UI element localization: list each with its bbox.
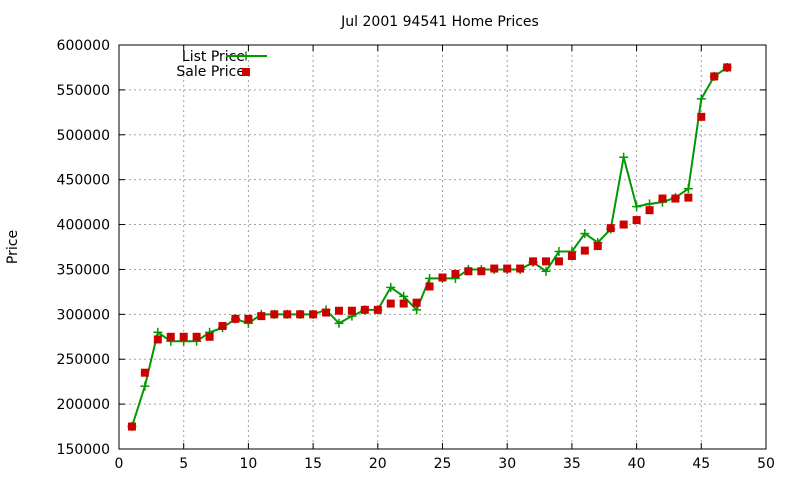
x-tick-label: 35 <box>563 456 581 472</box>
data-point-sale-price <box>166 332 175 341</box>
data-point-sale-price <box>153 335 162 344</box>
data-point-list-price <box>541 266 551 276</box>
y-tick-label: 550000 <box>57 83 110 99</box>
data-point-sale-price <box>503 264 512 273</box>
data-point-sale-price <box>322 308 331 317</box>
x-tick-label: 10 <box>239 456 257 472</box>
y-tick-label: 400000 <box>57 218 110 234</box>
x-tick-label: 25 <box>434 456 452 472</box>
data-point-sale-price <box>399 299 408 308</box>
data-point-sale-price <box>490 264 499 273</box>
y-tick-label: 300000 <box>57 307 110 323</box>
data-point-list-price <box>425 273 435 283</box>
y-tick-label: 500000 <box>57 128 110 144</box>
data-point-list-price <box>334 318 344 328</box>
x-tick-label: 15 <box>304 456 322 472</box>
data-point-sale-price <box>619 220 628 229</box>
data-point-sale-price <box>270 310 279 319</box>
data-point-list-price <box>412 305 422 315</box>
data-point-list-price <box>683 184 693 194</box>
series-1 <box>127 63 732 431</box>
chart-title: Jul 2001 94541 Home Prices <box>340 14 539 30</box>
data-point-list-price <box>386 282 396 292</box>
data-point-sale-price <box>360 305 369 314</box>
legend-label-sale-price: Sale Price <box>176 64 245 80</box>
data-point-sale-price <box>205 332 214 341</box>
data-point-list-price <box>399 291 409 301</box>
legend-label-list-price: List Price <box>182 49 245 65</box>
axis-ticks: 0 5 10 15 20 25 30 35 40 45 50 150000 200000 250000 30… <box>57 38 775 472</box>
data-point-list-price <box>632 202 642 212</box>
data-point-list-price <box>554 246 564 256</box>
data-point-sale-price <box>296 310 305 319</box>
legend-key-sale-price <box>242 68 250 76</box>
data-point-sale-price <box>697 112 706 121</box>
data-point-sale-price <box>723 63 732 72</box>
data-point-sale-price <box>606 224 615 233</box>
data-point-sale-price <box>334 306 343 315</box>
data-point-sale-price <box>244 314 253 323</box>
data-point-sale-price <box>412 298 421 307</box>
y-tick-label: 450000 <box>57 173 110 189</box>
x-tick-label: 0 <box>115 456 124 472</box>
data-point-sale-price <box>218 322 227 331</box>
data-point-sale-price <box>671 194 680 203</box>
data-point-list-price <box>140 381 150 391</box>
data-point-sale-price <box>684 193 693 202</box>
data-point-sale-price <box>347 306 356 315</box>
grid <box>119 45 766 449</box>
data-point-sale-price <box>542 257 551 266</box>
x-tick-label: 45 <box>692 456 710 472</box>
y-tick-label: 250000 <box>57 352 110 368</box>
data-point-sale-price <box>309 310 318 319</box>
y-tick-label: 150000 <box>57 442 110 458</box>
data-point-sale-price <box>580 246 589 255</box>
data-point-sale-price <box>554 257 563 266</box>
data-point-sale-price <box>632 216 641 225</box>
legend-key-list-price <box>226 51 267 61</box>
data-point-list-price <box>619 152 629 162</box>
y-tick-label: 600000 <box>57 38 110 54</box>
data-point-sale-price <box>425 282 434 291</box>
y-tick-label: 200000 <box>57 397 110 413</box>
data-point-sale-price <box>464 267 473 276</box>
data-point-sale-price <box>658 194 667 203</box>
x-tick-label: 50 <box>757 456 775 472</box>
x-tick-label: 5 <box>179 456 188 472</box>
data-point-sale-price <box>438 273 447 282</box>
data-point-sale-price <box>593 242 602 251</box>
data-point-list-price <box>580 229 590 239</box>
data-point-sale-price <box>386 299 395 308</box>
y-axis-label: Price <box>5 230 21 264</box>
data-point-sale-price <box>710 72 719 81</box>
data-point-sale-price <box>529 257 538 266</box>
data-point-sale-price <box>373 305 382 314</box>
data-point-sale-price <box>567 251 576 260</box>
legend-marker-sale-price <box>242 68 250 76</box>
data-point-list-price <box>696 94 706 104</box>
data-point-sale-price <box>192 332 201 341</box>
data-point-sale-price <box>451 269 460 278</box>
data-point-list-price <box>153 327 163 337</box>
legend: List Price Sale Price <box>176 49 267 80</box>
data-point-sale-price <box>283 310 292 319</box>
data-point-sale-price <box>477 267 486 276</box>
x-tick-label: 40 <box>628 456 646 472</box>
series-0 <box>127 62 732 432</box>
y-tick-label: 350000 <box>57 262 110 278</box>
data-point-sale-price <box>231 314 240 323</box>
x-tick-label: 30 <box>498 456 516 472</box>
series-layer <box>127 62 732 432</box>
series-line-list-price <box>130 66 728 427</box>
legend-marker-list-price <box>241 51 251 61</box>
x-tick-label: 20 <box>369 456 387 472</box>
data-point-sale-price <box>257 312 266 321</box>
data-point-sale-price <box>127 422 136 431</box>
data-point-sale-price <box>516 264 525 273</box>
data-point-sale-price <box>179 332 188 341</box>
data-point-sale-price <box>140 368 149 377</box>
data-point-sale-price <box>645 206 654 215</box>
